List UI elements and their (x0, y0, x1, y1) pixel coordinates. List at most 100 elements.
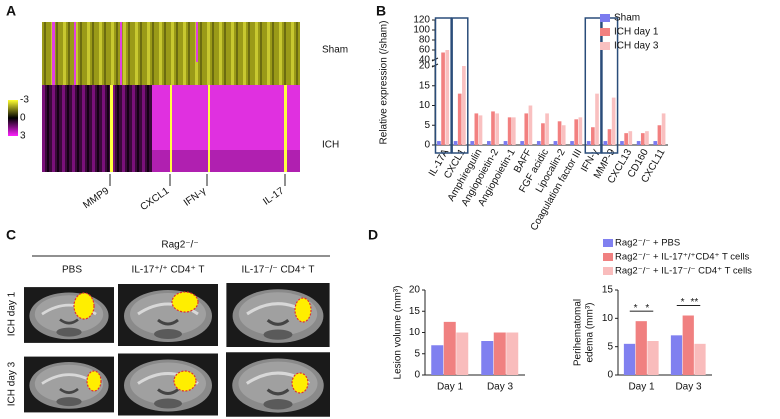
legend-swatch (603, 267, 613, 275)
bar (635, 321, 647, 375)
significance-label: ** (690, 297, 698, 308)
y-tick-label: 120 (413, 15, 430, 26)
colorbar (8, 100, 18, 136)
bar (591, 127, 595, 145)
legend-label: ICH day 3 (614, 41, 659, 52)
legend-label: Rag2⁻/⁻ + IL-17⁺/⁺CD4⁺ T cells (615, 252, 750, 263)
bar (623, 343, 636, 375)
gene-arrows (109, 174, 286, 186)
panel-a: A Sham ICH MMP9 CXCL1 IFN-γ IL-17 (6, 3, 348, 213)
bar (645, 131, 649, 145)
row-group-label: Sham (322, 45, 348, 56)
bar (694, 343, 706, 375)
bar (607, 129, 612, 145)
bar (657, 125, 662, 145)
y-tick-label: 10 (419, 100, 431, 111)
bar (457, 93, 462, 145)
row-label: ICH day 3 (7, 361, 18, 406)
x-tick-label: Day 3 (675, 382, 702, 393)
bar (481, 341, 494, 375)
colorbar-tick-label: 3 (20, 131, 26, 142)
bar (595, 93, 599, 145)
bar (670, 335, 683, 375)
y-tick-label: 20 (419, 61, 431, 72)
y-tick-label: 15 (419, 80, 431, 91)
bar (478, 115, 483, 145)
panel-label: A (6, 3, 16, 19)
bar (611, 97, 616, 145)
bar (462, 66, 466, 145)
heatmap-sham (42, 22, 300, 85)
mri-image (226, 352, 330, 417)
bar (507, 117, 512, 145)
bar (431, 345, 444, 375)
row-group-label: ICH (322, 140, 339, 151)
bar (493, 332, 506, 375)
highlight-box (451, 17, 469, 154)
y-tick-label: 0 (414, 370, 420, 381)
panel-label: C (6, 227, 16, 243)
row-label: ICH day 1 (7, 291, 18, 336)
x-tick-label: Day 3 (487, 382, 514, 393)
highlight-box (584, 17, 602, 154)
gene-label: IFN-γ (182, 186, 208, 209)
bar (441, 52, 445, 145)
colorbar-tick-label: -3 (20, 95, 29, 106)
gene-label: IL-17 (261, 185, 286, 207)
bar (640, 133, 645, 145)
bar (557, 121, 562, 145)
bar (603, 141, 608, 145)
bar (453, 141, 458, 145)
y-tick-label: 10 (602, 313, 614, 324)
bar (620, 141, 624, 145)
legend-swatch (600, 42, 610, 50)
bar (561, 125, 566, 145)
bar (520, 141, 524, 145)
bar (474, 113, 479, 145)
bar (647, 341, 659, 375)
bar (574, 119, 579, 145)
mri-image (118, 283, 218, 347)
column-label: IL-17⁻/⁻ CD4⁺ T (242, 265, 315, 276)
y-tick-label: 5 (424, 120, 430, 131)
legend-label: Sham (614, 13, 640, 24)
group-label: Rag2⁻/⁻ (161, 240, 198, 251)
legend-swatch (600, 14, 610, 22)
bar (624, 133, 628, 145)
y-axis-label: Lesion volume (mm³) (393, 286, 404, 380)
bar (628, 131, 633, 145)
bar (578, 117, 583, 145)
bar (545, 113, 549, 145)
y-tick-label: 15 (602, 285, 614, 296)
bar (443, 321, 456, 375)
y-axis-label: Perihematomal (573, 299, 584, 366)
colorbar-tick-label: 0 (20, 113, 26, 124)
bar (495, 113, 499, 145)
bar (636, 141, 641, 145)
significance-label: * (681, 297, 685, 308)
bar (524, 113, 529, 145)
bar (528, 105, 533, 145)
bar (570, 141, 574, 145)
heatmap-ich-band (152, 150, 300, 172)
panel-label: B (376, 3, 386, 19)
bar (491, 111, 495, 145)
bar (437, 141, 441, 145)
panel-label: D (368, 227, 378, 243)
significance-label: * (634, 303, 638, 314)
bar (536, 141, 541, 145)
y-tick-label: 5 (607, 341, 613, 352)
lesions (73, 291, 312, 394)
y-tick-label: 40 (419, 55, 431, 66)
legend-swatch (603, 253, 613, 261)
mri-image (226, 283, 330, 347)
y-tick-label: 15 (409, 306, 421, 317)
legend-swatch (603, 239, 613, 247)
bar (506, 332, 519, 375)
y-tick-label: 80 (419, 35, 431, 46)
legend-swatch (600, 28, 610, 36)
x-tick-label: Day 1 (628, 382, 655, 393)
bar (511, 117, 516, 145)
highlight-box (434, 17, 452, 154)
